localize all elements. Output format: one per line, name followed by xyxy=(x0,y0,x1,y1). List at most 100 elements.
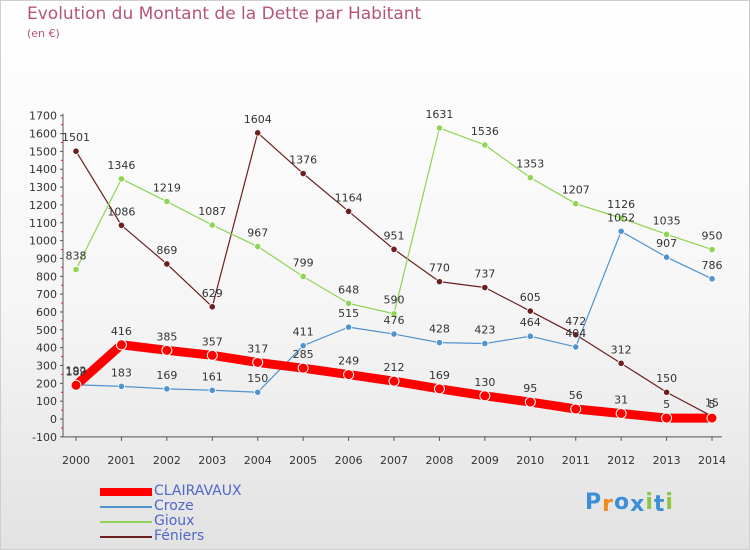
data-label: 1376 xyxy=(289,154,317,167)
data-label: 95 xyxy=(523,382,537,395)
logo-letter: P xyxy=(585,490,603,515)
data-label: 838 xyxy=(66,250,87,263)
x-tick-label: 2008 xyxy=(425,454,453,467)
y-tick-label: 1100 xyxy=(29,217,57,230)
x-tick-label: 2009 xyxy=(471,454,499,467)
y-tick-label: 800 xyxy=(36,270,57,283)
data-label: 285 xyxy=(293,348,314,361)
chart-subtitle: (en €) xyxy=(27,27,60,40)
x-tick-label: 2012 xyxy=(607,454,635,467)
data-label: 5 xyxy=(663,398,670,411)
legend-swatch xyxy=(100,488,152,496)
data-label: 590 xyxy=(384,294,405,307)
data-label: 1501 xyxy=(62,131,90,144)
data-point xyxy=(161,344,173,356)
x-tick-label: 2002 xyxy=(153,454,181,467)
data-label: 515 xyxy=(338,307,359,320)
data-point xyxy=(708,245,716,254)
data-label: 169 xyxy=(156,369,177,382)
series-croze: 192 183 169 161 150 411 515 476 428 423 464 404 1052… xyxy=(66,211,723,396)
data-label: 950 xyxy=(702,230,723,243)
data-point xyxy=(435,339,444,347)
data-label: 411 xyxy=(293,326,314,339)
x-tick-label: 2003 xyxy=(198,454,226,467)
y-tick-label: 0 xyxy=(50,413,57,426)
data-label: 249 xyxy=(338,355,359,368)
data-label: 130 xyxy=(474,376,495,389)
y-tick-label: 600 xyxy=(36,306,57,319)
data-point xyxy=(435,124,444,132)
data-point xyxy=(208,386,216,394)
data-label: 1536 xyxy=(471,125,499,138)
y-tick-label: 1600 xyxy=(29,128,57,141)
data-label: 212 xyxy=(384,361,405,374)
legend-label: Croze xyxy=(154,498,194,514)
y-tick-label: 1500 xyxy=(29,145,57,158)
y-tick-label: 200 xyxy=(36,377,57,390)
x-tick-label: 2011 xyxy=(562,454,590,467)
legend-swatch xyxy=(100,521,152,523)
data-point xyxy=(662,230,671,238)
data-label: 648 xyxy=(338,283,359,296)
data-label: 169 xyxy=(429,369,450,382)
data-label: 1631 xyxy=(425,108,453,121)
data-label: 404 xyxy=(565,327,586,340)
x-tick-label: 2014 xyxy=(698,454,726,467)
data-point xyxy=(72,265,80,274)
data-point xyxy=(299,169,307,178)
data-label: 1207 xyxy=(562,184,590,197)
data-label: 951 xyxy=(384,229,405,242)
data-point xyxy=(708,275,716,283)
chart-title: Evolution du Montant de la Dette par Hab… xyxy=(27,4,422,24)
data-label: 192 xyxy=(66,365,87,378)
data-point xyxy=(526,307,534,315)
data-label: 189 xyxy=(66,365,87,378)
y-tick-label: 1200 xyxy=(29,199,57,212)
x-tick-label: 2013 xyxy=(653,454,681,467)
y-tick-label: 1000 xyxy=(29,235,57,248)
data-label: 770 xyxy=(429,262,450,275)
x-tick-label: 2001 xyxy=(107,454,135,467)
data-point xyxy=(572,331,580,339)
data-label: 183 xyxy=(111,366,132,379)
data-point xyxy=(254,242,262,251)
data-point xyxy=(299,342,307,350)
data-label: 385 xyxy=(156,330,177,343)
data-point xyxy=(117,382,126,390)
logo-letter: o xyxy=(613,490,631,515)
data-label: 317 xyxy=(247,342,268,355)
data-label: 737 xyxy=(474,268,495,281)
x-tick-label: 2006 xyxy=(335,454,363,467)
data-point xyxy=(524,396,536,408)
data-label: 31 xyxy=(614,393,628,406)
data-point xyxy=(115,339,127,351)
series-féniers: 1501 1086 869 629 1604 1376 1164 951 770 737 605 47… xyxy=(62,113,719,420)
data-point xyxy=(617,214,625,222)
data-label: 907 xyxy=(656,237,677,250)
data-label: 476 xyxy=(384,314,405,327)
series-clairavaux: 189 416 385 357 317 285 249 212 169 130 95 56 31 5 5 xyxy=(66,325,718,424)
data-point xyxy=(661,412,673,424)
y-tick-label: 100 xyxy=(36,395,57,408)
data-label: 5 xyxy=(709,398,716,411)
data-point xyxy=(344,323,353,331)
data-label: 357 xyxy=(202,335,223,348)
data-point xyxy=(117,175,126,183)
y-tick-label: 1400 xyxy=(29,163,57,176)
data-point xyxy=(206,349,218,361)
data-point xyxy=(344,207,353,215)
x-tick-label: 2007 xyxy=(380,454,408,467)
data-label: 1052 xyxy=(607,211,635,224)
data-label: 1604 xyxy=(244,113,272,126)
data-point xyxy=(163,197,171,206)
data-label: 56 xyxy=(569,389,583,402)
data-point xyxy=(388,375,400,387)
x-tick-label: 2005 xyxy=(289,454,317,467)
y-tick-label: 900 xyxy=(36,252,57,265)
data-point xyxy=(706,412,718,424)
data-point xyxy=(572,200,580,208)
data-label: 15 xyxy=(705,396,719,409)
logo-letter: r xyxy=(602,492,614,517)
y-tick-label: 1300 xyxy=(29,181,57,194)
